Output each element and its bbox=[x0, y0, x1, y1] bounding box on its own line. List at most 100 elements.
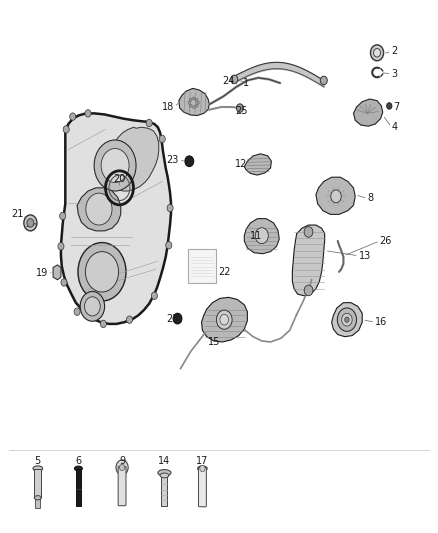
Text: 4: 4 bbox=[392, 122, 398, 132]
Circle shape bbox=[120, 464, 125, 471]
Ellipse shape bbox=[34, 496, 41, 500]
Text: 24: 24 bbox=[222, 77, 234, 86]
Circle shape bbox=[60, 212, 66, 220]
FancyBboxPatch shape bbox=[198, 467, 206, 507]
Circle shape bbox=[151, 292, 157, 300]
Circle shape bbox=[342, 313, 352, 326]
FancyBboxPatch shape bbox=[118, 466, 126, 506]
Circle shape bbox=[85, 252, 119, 292]
Circle shape bbox=[189, 98, 192, 101]
Polygon shape bbox=[106, 127, 159, 191]
Ellipse shape bbox=[158, 470, 171, 476]
Circle shape bbox=[85, 297, 100, 316]
Circle shape bbox=[188, 101, 191, 104]
Text: 21: 21 bbox=[11, 209, 23, 220]
Circle shape bbox=[100, 320, 106, 328]
Circle shape bbox=[387, 103, 392, 109]
Polygon shape bbox=[244, 154, 272, 175]
Circle shape bbox=[216, 310, 232, 329]
Circle shape bbox=[331, 190, 341, 203]
Text: 5: 5 bbox=[35, 456, 41, 466]
Circle shape bbox=[371, 45, 384, 61]
Text: 7: 7 bbox=[394, 102, 400, 112]
Text: 2: 2 bbox=[392, 46, 398, 56]
Text: 20: 20 bbox=[113, 174, 126, 184]
Circle shape bbox=[24, 215, 37, 231]
Text: 18: 18 bbox=[162, 102, 174, 112]
FancyBboxPatch shape bbox=[76, 469, 81, 506]
Polygon shape bbox=[332, 303, 362, 337]
Text: 13: 13 bbox=[359, 251, 371, 261]
Circle shape bbox=[237, 104, 244, 112]
Circle shape bbox=[189, 104, 192, 107]
Polygon shape bbox=[201, 297, 247, 342]
FancyBboxPatch shape bbox=[35, 497, 40, 508]
Polygon shape bbox=[61, 114, 171, 324]
Text: 23: 23 bbox=[166, 313, 179, 324]
Circle shape bbox=[74, 308, 80, 316]
Circle shape bbox=[27, 219, 34, 227]
Circle shape bbox=[85, 110, 91, 117]
Circle shape bbox=[195, 104, 198, 107]
Text: 15: 15 bbox=[208, 337, 221, 347]
Circle shape bbox=[70, 113, 76, 120]
FancyBboxPatch shape bbox=[161, 475, 167, 506]
Circle shape bbox=[166, 241, 172, 249]
Circle shape bbox=[146, 119, 152, 127]
Polygon shape bbox=[292, 225, 325, 296]
Circle shape bbox=[200, 465, 205, 472]
Circle shape bbox=[127, 316, 133, 324]
Polygon shape bbox=[77, 188, 121, 231]
Ellipse shape bbox=[198, 466, 207, 471]
Text: 25: 25 bbox=[235, 106, 247, 116]
Circle shape bbox=[159, 135, 165, 143]
Circle shape bbox=[197, 101, 199, 104]
Circle shape bbox=[192, 97, 195, 100]
Polygon shape bbox=[53, 265, 61, 280]
Circle shape bbox=[255, 228, 268, 244]
Circle shape bbox=[86, 193, 112, 225]
Text: 8: 8 bbox=[367, 193, 374, 204]
Circle shape bbox=[320, 76, 327, 85]
FancyBboxPatch shape bbox=[188, 249, 216, 283]
Ellipse shape bbox=[33, 466, 42, 471]
Circle shape bbox=[101, 149, 129, 182]
Text: 1: 1 bbox=[244, 78, 250, 88]
Text: 6: 6 bbox=[75, 456, 81, 466]
Circle shape bbox=[167, 204, 173, 212]
Circle shape bbox=[94, 140, 136, 191]
Circle shape bbox=[63, 126, 69, 133]
Text: 16: 16 bbox=[375, 317, 388, 327]
Circle shape bbox=[337, 308, 357, 332]
Polygon shape bbox=[353, 99, 383, 126]
Text: 23: 23 bbox=[166, 155, 179, 165]
Ellipse shape bbox=[74, 466, 82, 471]
Circle shape bbox=[374, 49, 381, 57]
Text: 26: 26 bbox=[380, 236, 392, 246]
Circle shape bbox=[173, 313, 182, 324]
Text: 19: 19 bbox=[35, 268, 48, 278]
Ellipse shape bbox=[160, 473, 169, 478]
Circle shape bbox=[58, 243, 64, 250]
Circle shape bbox=[185, 156, 194, 166]
Text: 22: 22 bbox=[218, 267, 231, 277]
Polygon shape bbox=[316, 177, 355, 214]
Text: 14: 14 bbox=[158, 456, 170, 466]
Circle shape bbox=[192, 106, 195, 109]
Circle shape bbox=[78, 243, 126, 301]
Circle shape bbox=[304, 227, 313, 237]
Circle shape bbox=[195, 98, 198, 101]
Text: 12: 12 bbox=[235, 159, 247, 169]
Polygon shape bbox=[244, 219, 279, 254]
Text: 17: 17 bbox=[196, 456, 208, 466]
Circle shape bbox=[220, 314, 229, 325]
Text: 3: 3 bbox=[392, 69, 398, 79]
Circle shape bbox=[61, 279, 67, 286]
Text: 9: 9 bbox=[119, 456, 125, 466]
Text: 11: 11 bbox=[250, 231, 262, 241]
Circle shape bbox=[231, 75, 238, 84]
Polygon shape bbox=[179, 88, 209, 116]
Circle shape bbox=[304, 285, 313, 296]
FancyBboxPatch shape bbox=[34, 469, 41, 498]
Circle shape bbox=[116, 460, 128, 475]
